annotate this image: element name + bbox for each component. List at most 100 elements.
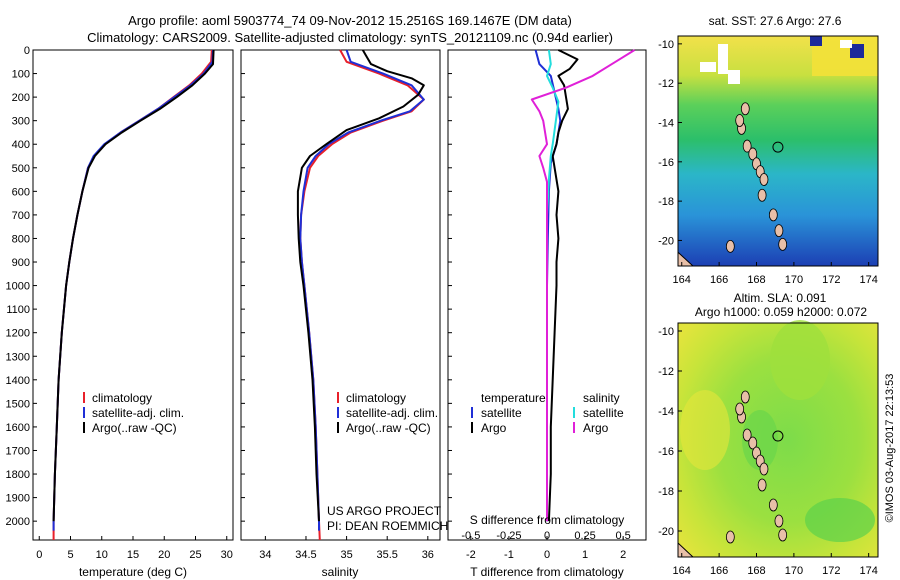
x-tick-label: 10: [96, 549, 108, 561]
island: [759, 462, 769, 476]
map-y-tick-label: -14: [658, 117, 674, 129]
island: [725, 239, 735, 253]
y-tick-label: 1400: [6, 375, 30, 387]
map-x-tick-label: 170: [785, 565, 803, 577]
map-x-tick-label: 172: [822, 565, 840, 577]
temperature-legend: climatology satellite-adj. clim. Argo(..…: [83, 391, 184, 435]
map-y-tick-label: -16: [658, 446, 674, 458]
y-tick-label: 800: [12, 233, 30, 245]
island: [774, 224, 784, 238]
map-x-tick-label: 166: [710, 274, 728, 286]
y-tick-label: 1200: [6, 328, 30, 340]
island: [774, 514, 784, 528]
island: [748, 436, 758, 450]
salinity-legend: climatology satellite-adj. clim. Argo(..…: [337, 391, 438, 435]
sst-cloud-mask: [840, 40, 852, 48]
legend-label-clim: climatology: [346, 391, 406, 405]
credit-line1: US ARGO PROJECT: [327, 504, 442, 518]
legend-label-argo: Argo(..raw -QC): [346, 421, 431, 435]
x-tick-label: 34.5: [295, 549, 316, 561]
map-x-tick-label: 174: [859, 274, 877, 286]
sla-map-frame: [677, 322, 879, 558]
y-tick-label: 1900: [6, 493, 30, 505]
map-x-tick-label: 170: [785, 274, 803, 286]
x-tick-label: 34: [259, 549, 271, 561]
map-y-tick-label: -10: [658, 39, 674, 51]
temperature-xlabel: temperature (deg C): [79, 565, 187, 579]
argo-position-marker: [772, 430, 784, 442]
map-y-tick-label: -10: [658, 326, 674, 338]
y-tick-label: 900: [12, 257, 30, 269]
sst-cloud-mask: [718, 44, 728, 74]
legend-label-sat: satellite-adj. clim.: [346, 406, 438, 420]
sla-anomaly: [742, 410, 778, 470]
sst-cloud-mask: [700, 62, 716, 72]
map-x-tick-label: 164: [673, 274, 691, 286]
sst-map-title: sat. SST: 27.6 Argo: 27.6: [709, 14, 842, 28]
map-y-tick-label: -20: [658, 235, 674, 247]
x-tick-label: 25: [189, 549, 201, 561]
sst-map-axes: 164 166 168 170 172 174 -10 -12 -14 -16 -18 -20: [658, 39, 878, 286]
x-tick-label: 35.5: [376, 549, 397, 561]
map-y-tick-label: -18: [658, 196, 674, 208]
difference-xlabel: T difference from climatology: [470, 565, 624, 579]
series-argo-raw-qc: [52, 49, 215, 522]
timestamp-stamp: ©IMOS 03-Aug-2017 22:13:53: [884, 374, 896, 523]
sla-map: [677, 320, 879, 558]
sla-anomaly: [770, 320, 830, 400]
legend-header-salinity: salinity: [583, 391, 620, 405]
difference-plot: -2 -1 0 1 2 -0.5 -0.25 0 0.25 0.5: [448, 49, 636, 561]
difference-legend: temperature salinity satellite Argo sate…: [471, 391, 624, 435]
map-y-tick-label: -12: [658, 78, 674, 90]
sst-cold-patch: [850, 44, 864, 58]
series-s-argo: [530, 49, 636, 522]
island: [768, 208, 778, 222]
legend-label-argo: Argo(..raw -QC): [92, 421, 177, 435]
x-tick-label: 30: [221, 549, 233, 561]
map-y-tick-label: -20: [658, 526, 674, 538]
sst-map-frame: [677, 35, 879, 267]
island: [725, 530, 735, 544]
sla-map-subtitle: Argo h1000: 0.059 h2000: 0.072: [695, 305, 867, 319]
series-satellite-adj-clim: [299, 49, 425, 531]
series-t-argo: [547, 49, 579, 522]
salinity-xlabel: salinity: [322, 565, 359, 579]
x-top-tick-label: -0.25: [496, 530, 521, 542]
legend-header-temperature: temperature: [481, 391, 546, 405]
argo-position-marker: [772, 141, 784, 153]
sst-cold-patch: [810, 36, 822, 46]
sla-map-axes: 164 166 168 170 172 174 -10 -12 -14 -16 -18 -20: [658, 326, 878, 577]
map-y-tick-label: -14: [658, 406, 674, 418]
y-tick-label: 1500: [6, 398, 30, 410]
island: [768, 498, 778, 512]
x-tick-label: 1: [582, 549, 588, 561]
island: [742, 428, 752, 442]
credit-line2: PI: DEAN ROEMMICH: [327, 519, 448, 533]
x-tick-label: 0: [36, 549, 42, 561]
map-x-tick-label: 166: [710, 565, 728, 577]
x-top-tick-label: 0.25: [574, 530, 595, 542]
series-s-satellite: [546, 49, 560, 522]
salinity-axes: [240, 49, 441, 541]
y-tick-label: 1700: [6, 445, 30, 457]
island: [778, 528, 788, 542]
x-top-tick-label: -0.5: [461, 530, 480, 542]
map-x-tick-label: 174: [859, 565, 877, 577]
x-tick-label: 36: [422, 549, 434, 561]
legend-label-clim: climatology: [92, 391, 152, 405]
sst-cloud-mask: [728, 70, 740, 84]
legend-label-s-sat: satellite: [583, 406, 624, 420]
map-x-tick-label: 168: [747, 274, 765, 286]
series-climatology: [52, 49, 213, 540]
y-tick-label: 1300: [6, 351, 30, 363]
legend-label-t-argo: Argo: [481, 421, 507, 435]
x-tick-label: 2: [620, 549, 626, 561]
sla-anomaly: [805, 498, 875, 542]
x-tick-label: 35: [340, 549, 352, 561]
y-tick-label: 600: [12, 186, 30, 198]
y-tick-label: 200: [12, 92, 30, 104]
island: [759, 173, 769, 186]
island: [757, 478, 767, 492]
y-tick-label: 2000: [6, 516, 30, 528]
x-tick-label: -2: [466, 549, 476, 561]
